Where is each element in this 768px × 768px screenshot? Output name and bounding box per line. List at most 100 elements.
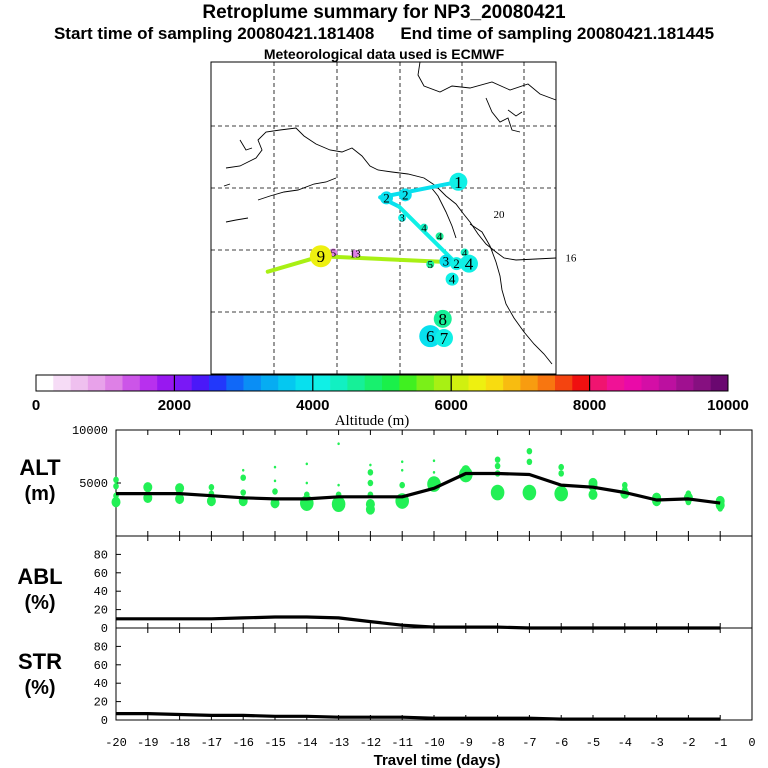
alt-scatter-point	[367, 469, 374, 476]
alt-scatter-point	[526, 447, 533, 455]
colorbar-cell	[347, 375, 365, 391]
start-time-label: Start time of sampling 20080421.181408	[53, 24, 375, 43]
abl-panel-title: ABL	[17, 564, 62, 589]
plume-point: 13	[350, 249, 362, 261]
plume-point-label: 2	[383, 190, 390, 205]
colorbar-tick-label: 8000	[573, 397, 606, 414]
plume-point: 4	[460, 255, 478, 274]
x-tick-label: -15	[264, 736, 286, 750]
plume-point-marker	[460, 254, 478, 273]
alt-scatter-point	[175, 493, 185, 505]
x-axis-label: Travel time (days)	[374, 752, 501, 768]
plume-point-label: 3	[399, 213, 405, 225]
alt-scatter-point	[399, 481, 406, 489]
plume-point: 4	[435, 231, 444, 243]
colorbar-cell	[676, 375, 694, 391]
x-tick-label: -5	[586, 736, 600, 750]
coastlines	[223, 61, 557, 365]
alt-scatter-point	[208, 484, 215, 491]
map-frame	[210, 61, 557, 375]
plume-point-label: 9	[317, 247, 326, 266]
plume-point-label: 2	[453, 256, 460, 271]
plume-point-marker	[398, 188, 412, 202]
end-time-label: End time of sampling 20080421.181445	[400, 24, 715, 43]
colorbar-cell	[710, 375, 729, 391]
plume-point-marker	[435, 232, 444, 241]
plume-point: 1	[449, 172, 468, 192]
x-tick-label: -6	[554, 736, 568, 750]
plume-point-marker	[433, 309, 452, 328]
x-tick-label: -20	[105, 736, 127, 750]
series-line	[116, 615, 721, 630]
colorbar-cell	[416, 375, 435, 391]
colorbar-cell	[555, 375, 573, 391]
colorbar-cell	[693, 375, 711, 391]
plume-point: 2	[450, 256, 463, 271]
colorbar-tick-label: 4000	[296, 397, 329, 414]
colorbar-tick-label: 0	[32, 397, 40, 414]
colorbar-tick-label: 6000	[435, 397, 468, 414]
plume-point-marker	[439, 254, 453, 268]
plume-point-label: 5	[331, 247, 337, 259]
y-tick-label: 20	[94, 696, 108, 710]
alt-scatter-point	[494, 462, 501, 470]
colorbar-cell	[122, 375, 141, 391]
alt-scatter-point	[113, 476, 119, 484]
plume-point-label: 20	[494, 209, 506, 221]
colorbar-cell	[451, 375, 469, 391]
series-line	[116, 471, 721, 505]
plume-point-label: 4	[437, 231, 443, 243]
alt-scatter-point	[522, 484, 537, 501]
plume-point: 16	[565, 252, 577, 264]
x-tick-label: -11	[391, 736, 413, 750]
abl-panel-unit: (%)	[24, 592, 55, 614]
alt-scatter-point	[717, 505, 723, 512]
plume-point-marker	[449, 172, 468, 191]
x-tick-label: -14	[296, 736, 318, 750]
colorbar-tick-label: 10000	[707, 397, 749, 414]
x-tick-label: -13	[328, 736, 350, 750]
alt-scatter-point	[490, 484, 505, 501]
colorbar-frame	[35, 374, 729, 392]
alt-scatter-point	[206, 495, 216, 507]
plume-point: 7	[435, 329, 453, 348]
plume-point: 6	[419, 325, 442, 348]
alt-scatter-point	[337, 483, 340, 487]
colorbar-cell	[157, 375, 175, 391]
colorbar-cell	[606, 375, 625, 391]
y-tick-label: 60	[94, 567, 108, 581]
alt-scatter-point	[270, 497, 280, 509]
colorbar-cell	[36, 375, 54, 391]
colorbar-cell	[70, 375, 89, 391]
plume-point-label: 13	[350, 249, 362, 261]
alt-scatter-point	[272, 488, 278, 495]
alt-scatter-point	[111, 496, 121, 508]
alt-scatter-point	[401, 468, 404, 472]
colorbar-cell	[226, 375, 244, 391]
plume-point: 2	[398, 187, 412, 202]
alt-scatter-point	[526, 458, 533, 466]
alt-scatter-point	[273, 465, 277, 469]
colorbar-cell	[468, 375, 487, 391]
plume-point: 4	[460, 247, 469, 259]
colorbar-label: Altitude (m)	[335, 413, 410, 429]
colorbar-cell	[295, 375, 314, 391]
colorbar-cell	[382, 375, 400, 391]
colorbar-cell	[399, 375, 417, 391]
plume-point: 3	[398, 213, 407, 225]
colorbar-cell	[364, 375, 383, 391]
y-tick-label: 20	[94, 604, 108, 618]
alt-scatter-point	[113, 482, 119, 490]
colorbar-cell	[485, 375, 504, 391]
y-tick-label: 60	[94, 659, 108, 673]
colorbar-cell	[658, 375, 677, 391]
colorbar-cell	[433, 375, 452, 391]
alt-scatter-point	[242, 468, 245, 472]
plume-point-marker	[426, 260, 435, 269]
y-tick-label: 0	[101, 622, 108, 636]
plume-point-marker	[435, 329, 453, 348]
plume-point: 4	[420, 223, 428, 235]
